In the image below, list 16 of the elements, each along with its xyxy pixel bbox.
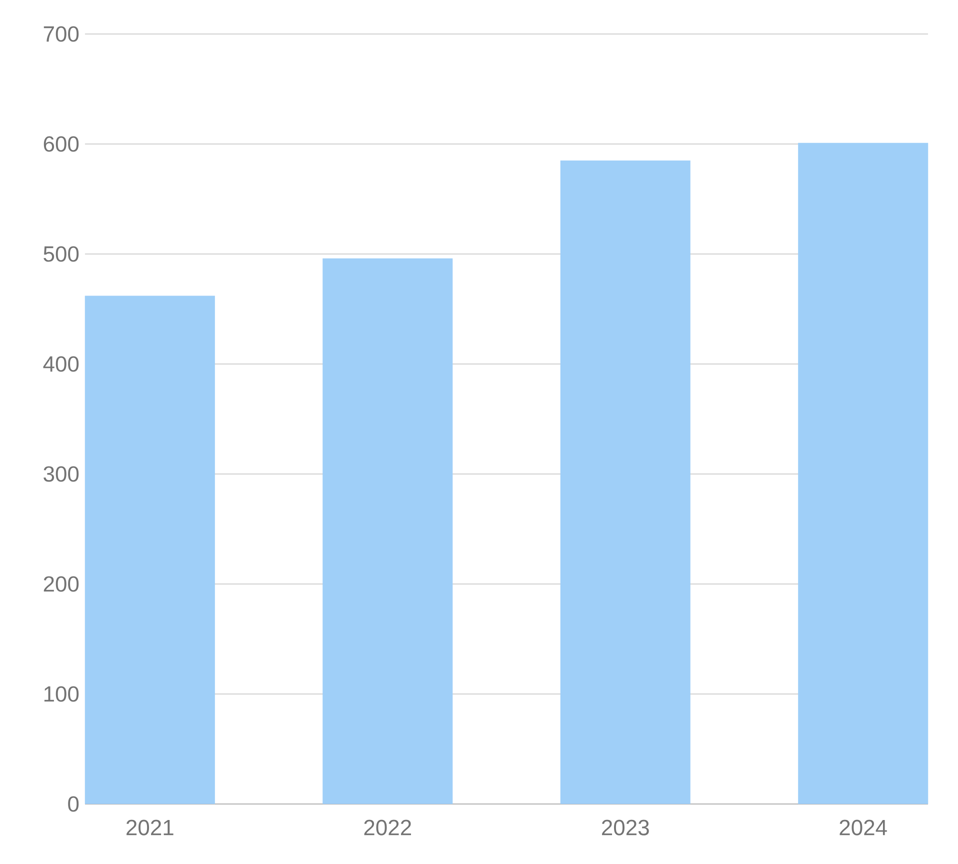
y-tick-label: 600 — [44, 136, 79, 152]
bar — [322, 258, 453, 804]
y-tick-label: 700 — [44, 26, 79, 42]
bar — [798, 142, 928, 804]
bar — [84, 296, 215, 804]
y-tick-label: 500 — [44, 246, 79, 262]
y-tick-label: 0 — [68, 796, 79, 812]
x-tick-label: 2022 — [364, 820, 411, 836]
bar — [560, 160, 690, 804]
y-tick-label: 400 — [43, 356, 79, 372]
x-tick-label: 2024 — [840, 820, 887, 836]
y-tick-label: 300 — [44, 466, 79, 482]
x-tick-label: 2021 — [126, 820, 174, 836]
x-tick-label: 2023 — [602, 820, 649, 836]
y-tick-label: 100 — [44, 686, 79, 702]
y-tick-label: 200 — [44, 576, 79, 592]
